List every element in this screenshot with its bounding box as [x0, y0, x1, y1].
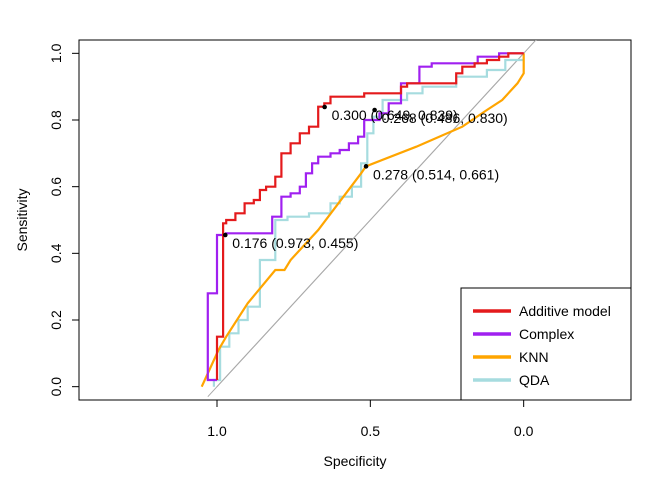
series-line-additive-model [215, 52, 524, 380]
threshold-label-knn: 0.278 (0.514, 0.661) [373, 166, 499, 182]
y-axis-label: Sensitivity [14, 188, 30, 251]
reference-diagonal-extension [207, 40, 537, 398]
threshold-points-layer: 0.300 (0.649, 0.839)0.268 (0.486, 0.830)… [222, 104, 508, 251]
series-line-qda [212, 58, 524, 387]
legend: Additive model Complex KNN QDA [460, 287, 632, 401]
legend-entry-label: KNN [519, 349, 549, 365]
legend-entry-label: QDA [519, 372, 550, 388]
threshold-label-qda: 0.176 (0.973, 0.455) [232, 235, 358, 251]
x-tick-label: 0.5 [361, 423, 381, 439]
y-tick-label: 0.2 [48, 310, 64, 330]
x-axis-label: Specificity [323, 453, 386, 469]
reference-line-layer [207, 40, 537, 398]
series-layer [200, 52, 525, 388]
threshold-point-additive-model [322, 104, 327, 110]
y-tick-label: 0.6 [48, 177, 64, 197]
y-tick-label: 0.0 [48, 377, 64, 397]
legend-entry-label: Complex [519, 326, 574, 342]
y-axis: 0.0 0.2 0.4 0.6 0.8 1.0 [48, 43, 80, 397]
series-line-knn [200, 53, 525, 388]
threshold-point-qda [222, 232, 228, 238]
threshold-label-additive-model: 0.300 (0.649, 0.839) [332, 107, 458, 123]
y-tick-label: 1.0 [48, 43, 64, 63]
threshold-point-knn [363, 164, 369, 169]
threshold-label-complex: 0.268 (0.486, 0.830) [382, 110, 508, 126]
x-tick-label: 1.0 [207, 423, 227, 439]
series-line-complex [206, 52, 524, 382]
threshold-point-complex [372, 107, 377, 113]
legend-entry-label: Additive model [519, 303, 611, 319]
y-tick-label: 0.8 [48, 110, 64, 130]
x-tick-label: 0.0 [514, 423, 534, 439]
y-tick-label: 0.4 [48, 243, 64, 263]
